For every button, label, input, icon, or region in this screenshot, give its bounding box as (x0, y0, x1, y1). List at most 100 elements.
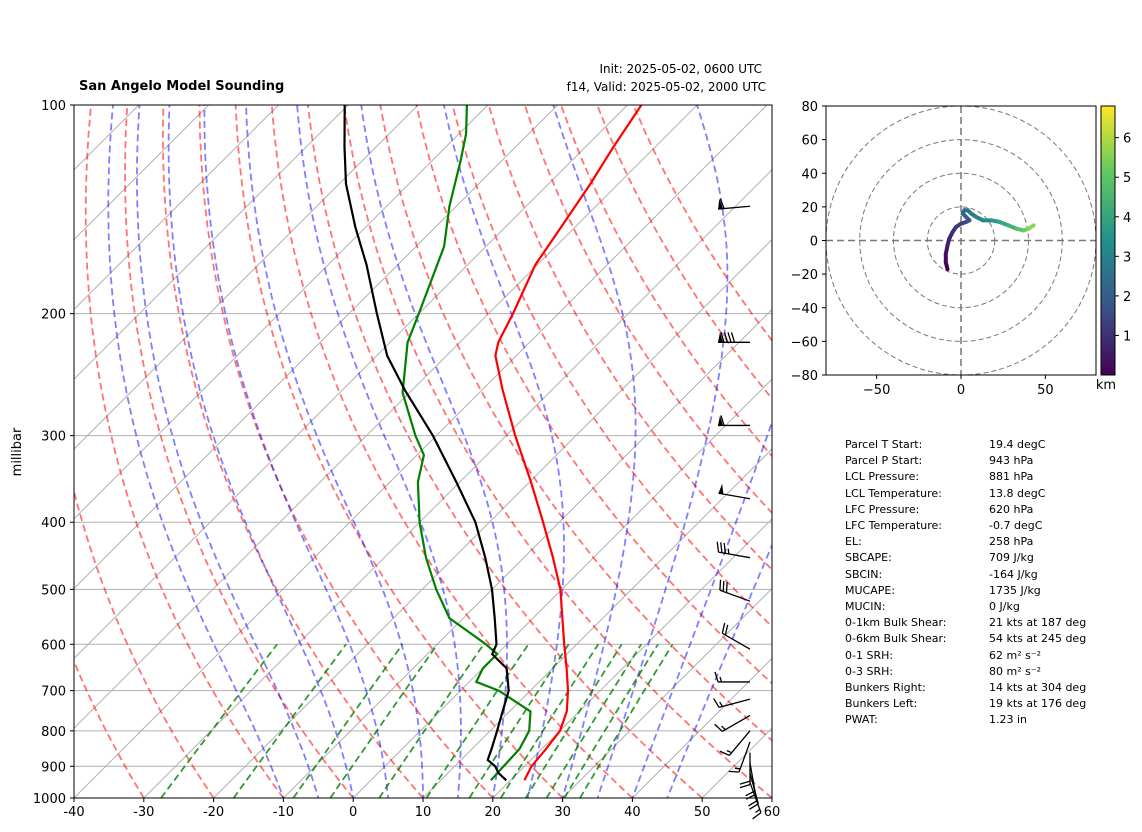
colorbar-tick-label: 5 (1123, 171, 1131, 186)
hodograph-area (826, 106, 1096, 375)
barb-full (713, 698, 720, 708)
param-label: LFC Pressure: (845, 502, 920, 516)
chart-title: San Angelo Model Sounding (79, 79, 285, 94)
x-tick-label: 50 (694, 805, 711, 820)
param-row: 0-3 SRH: 80 m² s⁻² (845, 664, 1139, 680)
param-row: PWAT: 1.23 in (845, 712, 1139, 728)
dry-adiabat (524, 105, 772, 515)
param-label: SBCIN: (845, 567, 883, 581)
param-label: MUCAPE: (845, 583, 896, 597)
param-value: 80 m² s⁻² (989, 664, 1042, 678)
barb-full (721, 622, 726, 634)
hodo-y-tick-label: 40 (801, 167, 818, 182)
x-tick-label: 10 (415, 805, 432, 820)
mixing-ratio-line (545, 643, 642, 798)
barb-staff (738, 741, 751, 773)
wind-barb (713, 698, 751, 709)
hodo-y-tick-label: −40 (791, 302, 818, 317)
barb-half (719, 701, 724, 707)
param-label: Parcel T Start: (845, 438, 923, 451)
y-tick-label: 1000 (33, 792, 66, 807)
param-label: 0-6km Bulk Shear: (845, 632, 947, 646)
param-row: 0-1 SRH: 62 m² s⁻² (845, 648, 1139, 664)
colorbar-tick-label: 2 (1123, 290, 1131, 305)
barb-full (752, 812, 762, 820)
barb-staff (721, 714, 751, 732)
param-value: 709 J/kg (989, 551, 1034, 565)
dry-adiabat (343, 105, 772, 798)
wind-barb (714, 671, 750, 683)
wind-barb (719, 579, 751, 602)
dry-adiabat (487, 105, 772, 571)
y-tick-label: 600 (41, 638, 66, 653)
wind-barb (714, 714, 751, 732)
y-tick-label: 200 (41, 308, 66, 323)
dry-adiabat (234, 105, 564, 798)
mixing-ratio-line (563, 643, 659, 798)
barb-full (720, 332, 725, 343)
param-row: Parcel P Start: 943 hPa (845, 453, 1139, 469)
barb-full (720, 542, 723, 553)
param-row: 0-6km Bulk Shear: 54 kts at 245 deg (845, 631, 1139, 647)
x-tick-label: -10 (273, 805, 294, 820)
dry-adiabat (307, 105, 703, 798)
wind-barb (718, 198, 751, 210)
hodo-x-tick-label: −50 (863, 383, 890, 398)
barb-half (726, 750, 732, 754)
temperature-profile (494, 105, 643, 781)
sounding-parameters: Parcel T Start: 19.4 degC Parcel P Start: 9… (845, 437, 1139, 729)
param-row: Bunkers Right: 14 kts at 304 deg (845, 680, 1139, 696)
dry-adiabat (379, 105, 772, 742)
colorbar (1100, 105, 1116, 376)
barb-half (721, 725, 726, 731)
param-label: PWAT: (845, 713, 878, 727)
param-value: 19.4 degC (989, 438, 1046, 451)
barb-full (716, 541, 720, 553)
barb-full (722, 580, 725, 592)
hodo-x-tick-label: 50 (1037, 383, 1054, 398)
param-row: Bunkers Left: 19 kts at 176 deg (845, 696, 1139, 712)
dry-adiabat (124, 105, 354, 798)
barb-half (755, 808, 761, 813)
param-row: 0-1km Bulk Shear: 21 kts at 187 deg (845, 615, 1139, 631)
colorbar-tick-label: 4 (1123, 211, 1131, 226)
param-row: EL: 258 hPa (845, 534, 1139, 550)
param-row: MUCAPE: 1735 J/kg (845, 583, 1139, 599)
x-tick-label: -20 (203, 805, 224, 820)
barb-full (727, 332, 732, 343)
y-tick-label: 800 (41, 725, 66, 740)
param-value: -0.7 degC (989, 519, 1043, 533)
colorbar-tick-label: 1 (1123, 329, 1131, 344)
isotherm-line (74, 105, 419, 450)
moist-adiabat (360, 105, 508, 798)
barb-full (719, 198, 725, 209)
param-label: LCL Pressure: (845, 470, 920, 484)
colorbar-tick-label: 3 (1123, 250, 1131, 265)
mixing-ratio-line (232, 643, 347, 798)
hodo-y-tick-label: −60 (791, 335, 818, 350)
hodo-x-tick-label: 0 (957, 383, 965, 398)
wind-barb (728, 741, 751, 773)
barb-staff (719, 589, 751, 602)
x-tick-label: 30 (554, 805, 571, 820)
dry-adiabat (74, 487, 215, 798)
colorbar-tick-label: 6 (1123, 132, 1131, 147)
param-value: 13.8 degC (989, 486, 1046, 500)
param-row: LCL Temperature: 13.8 degC (845, 486, 1139, 502)
param-row: MUCIN: 0 J/kg (845, 599, 1139, 615)
moist-adiabat (443, 105, 565, 798)
barb-flag (718, 483, 724, 495)
barb-staff (718, 551, 751, 559)
valid-time: f14, Valid: 2025-05-02, 2000 UTC (566, 80, 766, 94)
dry-adiabat (560, 105, 772, 458)
param-label: MUCIN: (845, 600, 886, 614)
param-label: SBCAPE: (845, 551, 892, 565)
barb-full (719, 750, 730, 756)
param-value: -164 J/kg (989, 567, 1038, 581)
hodo-y-tick-label: 60 (801, 134, 818, 149)
param-label: 0-1 SRH: (845, 648, 894, 662)
barb-flag (718, 198, 724, 210)
mixing-ratio-line (579, 643, 674, 798)
colorbar-label: km (1096, 378, 1116, 393)
barb-full (714, 723, 723, 732)
